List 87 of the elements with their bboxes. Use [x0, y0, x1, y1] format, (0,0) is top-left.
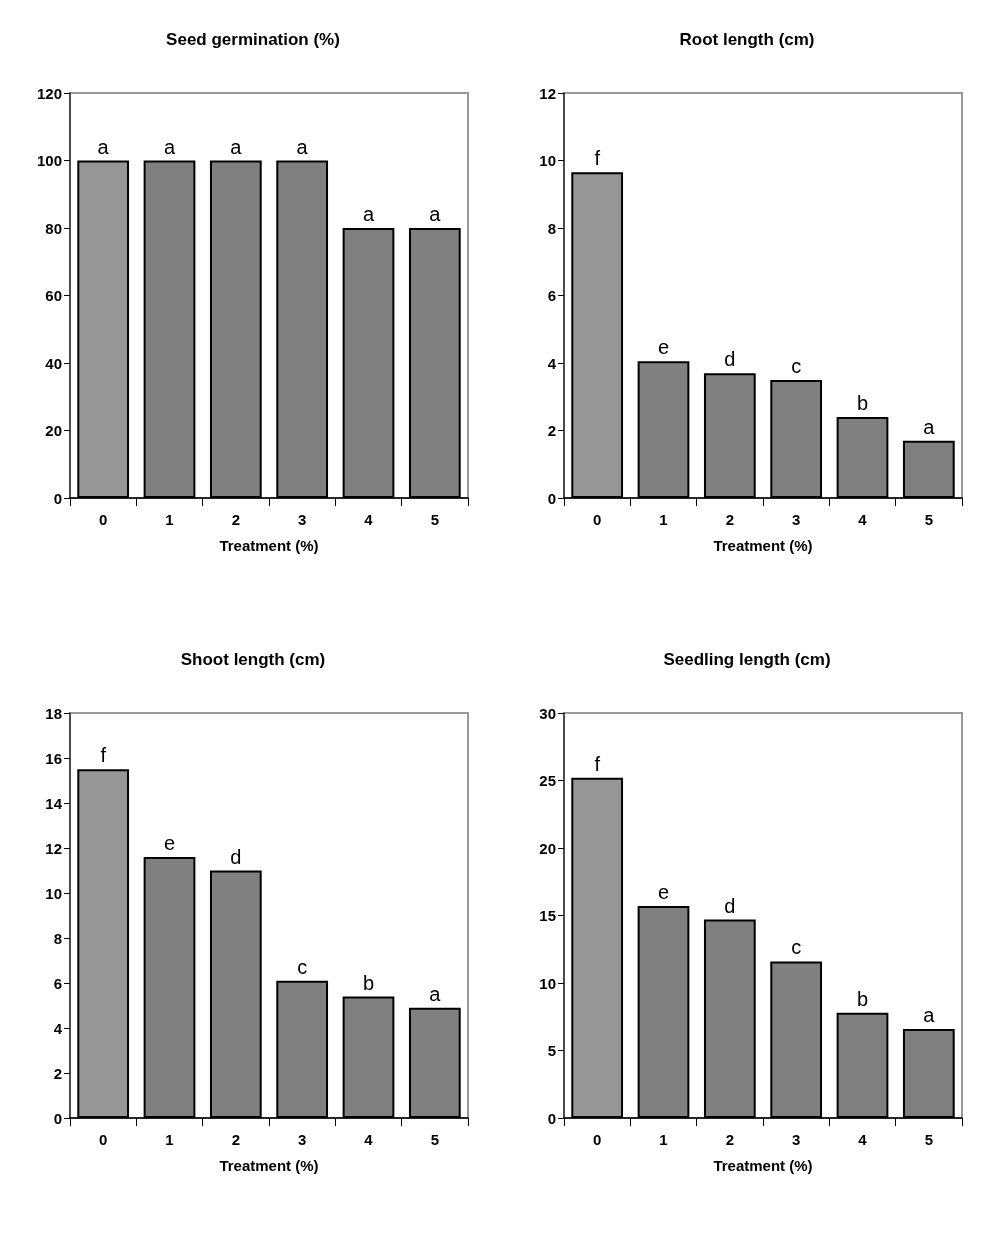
y-tick-label: 2: [53, 1064, 62, 1082]
annotation: a: [230, 135, 243, 158]
y-tick-label: 100: [36, 152, 62, 169]
x-axis-title: Treatment (%): [219, 537, 319, 554]
x-tick-label: 0: [592, 511, 602, 528]
y-tick-label: 0: [53, 489, 62, 507]
annotation: e: [657, 881, 670, 904]
x-tick-label: 1: [165, 511, 174, 528]
x-tick-label: 3: [297, 511, 307, 528]
annotation: a: [97, 135, 110, 158]
y-tick-label: 2: [547, 422, 556, 439]
y-tick-label: 8: [547, 219, 556, 237]
y-tick-label: 80: [45, 219, 62, 237]
x-tick-label: 3: [297, 1131, 307, 1148]
y-tick-label: 0: [547, 1109, 556, 1127]
y-tick-label: 12: [45, 839, 62, 857]
x-axis-title: Treatment (%): [713, 537, 813, 554]
annotation: d: [724, 894, 736, 917]
y-tick-label: 16: [45, 749, 62, 767]
x-tick-label: 4: [858, 511, 868, 528]
y-tick-label: 10: [539, 152, 556, 169]
annotation: a: [429, 982, 442, 1005]
annotation: c: [791, 936, 802, 959]
y-tick-label: 4: [53, 1019, 63, 1037]
chart-title: Seed germination (%): [166, 30, 340, 49]
x-tick-label: 5: [924, 511, 934, 528]
annotation: e: [657, 336, 670, 359]
x-tick-label: 1: [165, 1131, 174, 1148]
x-tick-label: 5: [430, 511, 440, 528]
y-tick-label: 12: [539, 84, 556, 102]
x-tick-label: 5: [430, 1131, 440, 1148]
x-tick-label: 5: [924, 1131, 934, 1148]
annotation: f: [594, 147, 601, 170]
x-tick-label: 3: [791, 1131, 801, 1148]
y-tick-label: 120: [36, 84, 62, 102]
annotation: a: [163, 135, 176, 158]
y-tick-label: 40: [45, 354, 62, 372]
y-tick-label: 6: [53, 974, 62, 992]
y-tick-label: 20: [539, 839, 556, 857]
annotation: f: [594, 752, 601, 775]
y-tick-label: 14: [45, 794, 63, 812]
annotation: a: [296, 135, 309, 158]
y-tick-label: 5: [547, 1042, 556, 1059]
annotation: a: [923, 415, 936, 438]
annotation: d: [724, 348, 736, 371]
y-tick-label: 25: [539, 772, 556, 789]
annotation: d: [230, 845, 242, 868]
annotation: a: [362, 203, 375, 225]
annotation: c: [791, 354, 802, 377]
x-tick-label: 2: [725, 1131, 735, 1148]
chart-title: Seedling length (cm): [663, 650, 831, 669]
annotation: f: [100, 744, 107, 767]
chart-title: Root length (cm): [679, 30, 815, 49]
y-tick-label: 60: [45, 287, 62, 304]
x-tick-label: 0: [98, 1131, 108, 1148]
y-tick-label: 20: [45, 422, 62, 439]
x-tick-label: 3: [791, 511, 801, 528]
annotation: b: [856, 987, 869, 1010]
y-tick-label: 10: [539, 974, 556, 992]
x-tick-label: 2: [231, 1131, 241, 1148]
chart-title: Shoot length (cm): [180, 650, 326, 669]
y-tick-label: 15: [539, 907, 556, 924]
annotation: e: [163, 832, 176, 854]
y-tick-label: 30: [539, 704, 556, 722]
x-tick-label: 2: [725, 511, 735, 528]
x-tick-label: 4: [364, 1131, 374, 1148]
x-tick-label: 1: [659, 1131, 668, 1148]
y-tick-label: 6: [547, 287, 556, 304]
y-tick-label: 18: [45, 704, 62, 722]
x-tick-label: 4: [364, 511, 374, 528]
y-tick-label: 0: [53, 1109, 62, 1127]
y-tick-label: 8: [53, 929, 62, 947]
x-tick-label: 1: [659, 511, 668, 528]
y-tick-label: 4: [547, 354, 557, 372]
annotation: b: [362, 971, 375, 994]
x-tick-label: 0: [592, 1131, 602, 1148]
annotation: c: [297, 955, 308, 978]
annotation: a: [429, 203, 442, 225]
x-tick-label: 4: [858, 1131, 868, 1148]
x-axis-title: Treatment (%): [713, 1157, 813, 1174]
x-tick-label: 0: [98, 511, 108, 528]
y-tick-label: 10: [45, 884, 62, 902]
y-tick-label: 0: [547, 489, 556, 507]
annotation: a: [923, 1003, 936, 1026]
x-tick-label: 2: [231, 511, 241, 528]
annotation: b: [856, 392, 869, 414]
x-axis-title: Treatment (%): [219, 1157, 319, 1174]
